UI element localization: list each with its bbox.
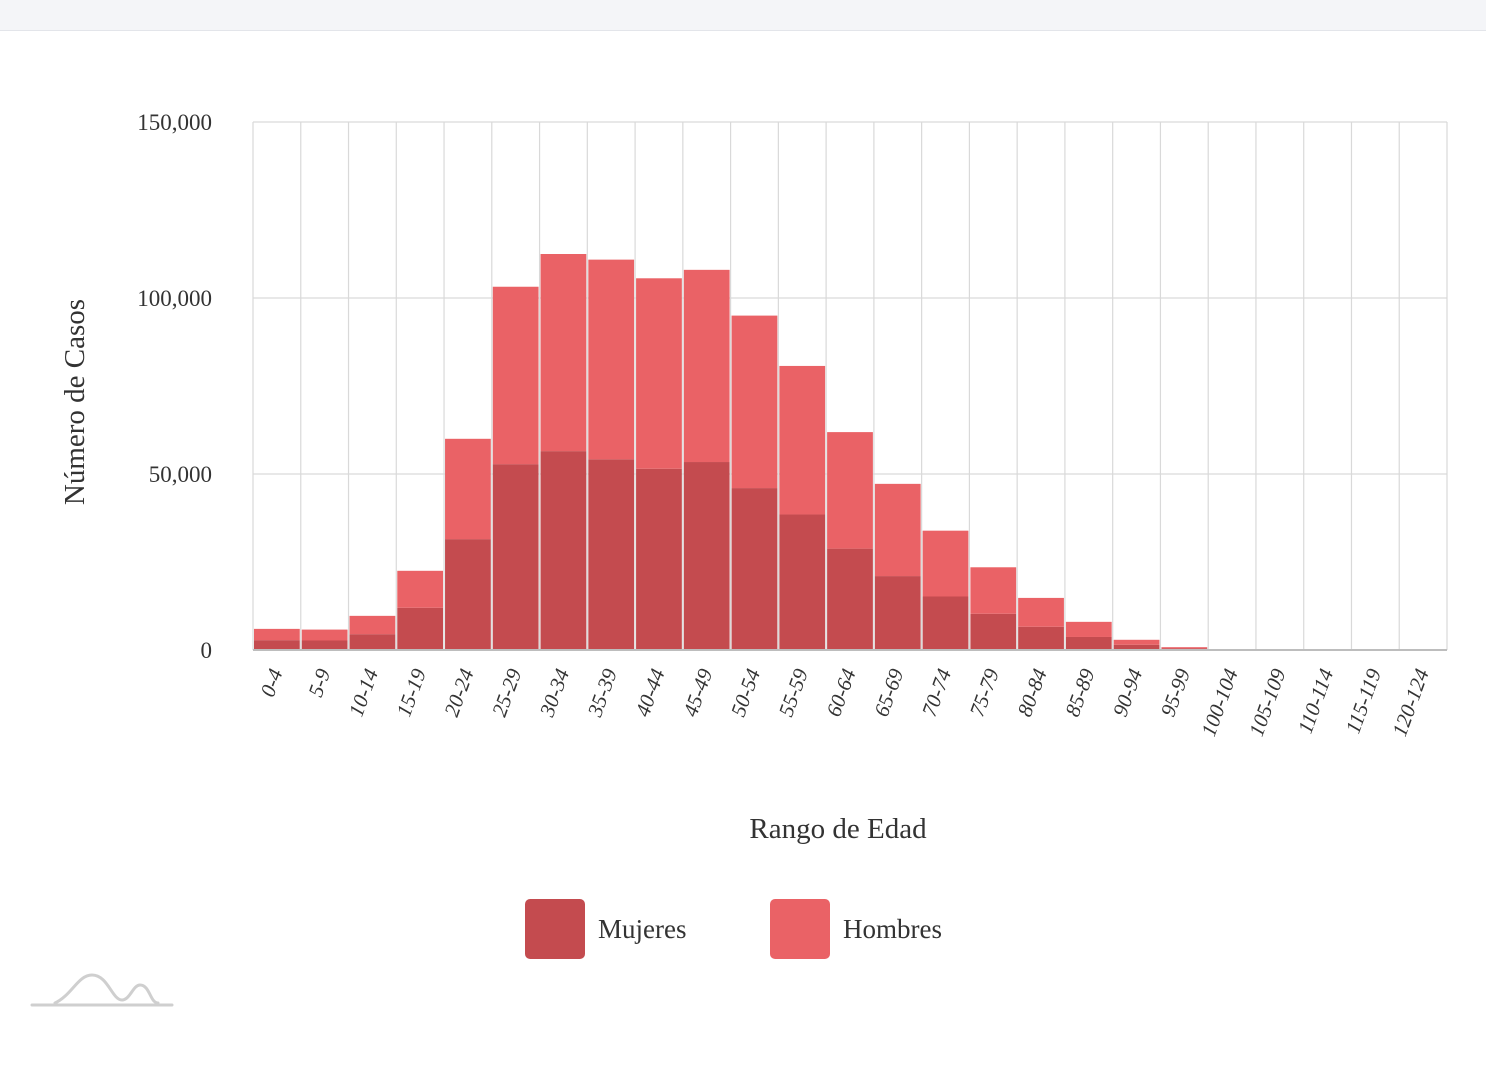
x-tick-label: 30-34 <box>534 665 574 721</box>
bar-hombres-5-9[interactable] <box>302 630 348 641</box>
bar-hombres-70-74[interactable] <box>923 531 969 597</box>
x-tick-label: 15-19 <box>392 665 431 720</box>
y-tick-label: 150,000 <box>137 110 212 135</box>
bar-mujeres-75-79[interactable] <box>970 614 1016 650</box>
x-tick-label: 80-84 <box>1012 665 1051 720</box>
legend-swatch-mujeres <box>525 899 585 959</box>
bar-hombres-0-4[interactable] <box>254 629 300 640</box>
bar-mujeres-45-49[interactable] <box>684 462 730 650</box>
legend-swatch-hombres <box>770 899 830 959</box>
bar-hombres-65-69[interactable] <box>875 484 921 576</box>
bar-mujeres-40-44[interactable] <box>636 469 682 650</box>
bar-mujeres-55-59[interactable] <box>779 514 825 650</box>
bar-hombres-95-99[interactable] <box>1161 647 1207 648</box>
bar-hombres-30-34[interactable] <box>541 254 587 451</box>
x-tick-label: 35-39 <box>582 665 622 721</box>
x-tick-label: 20-24 <box>439 665 478 720</box>
x-tick-label: 95-99 <box>1156 665 1195 720</box>
bar-hombres-40-44[interactable] <box>636 278 682 468</box>
bar-mujeres-50-54[interactable] <box>732 488 778 650</box>
bar-mujeres-70-74[interactable] <box>923 596 969 650</box>
bar-mujeres-20-24[interactable] <box>445 539 491 650</box>
x-tick-label: 65-69 <box>869 665 908 720</box>
x-tick-label: 115-119 <box>1341 665 1387 737</box>
y-tick-label: 50,000 <box>149 462 212 487</box>
x-tick-label: 25-29 <box>487 665 526 720</box>
bar-hombres-35-39[interactable] <box>588 260 634 460</box>
bar-mujeres-60-64[interactable] <box>827 549 873 650</box>
bar-mujeres-10-14[interactable] <box>350 634 396 650</box>
bar-mujeres-80-84[interactable] <box>1018 627 1064 650</box>
bar-mujeres-35-39[interactable] <box>588 459 634 650</box>
bar-hombres-90-94[interactable] <box>1114 640 1160 645</box>
legend-label-mujeres: Mujeres <box>598 914 686 944</box>
bar-mujeres-25-29[interactable] <box>493 464 539 650</box>
bar-hombres-60-64[interactable] <box>827 432 873 549</box>
bar-hombres-75-79[interactable] <box>970 567 1016 613</box>
bar-mujeres-0-4[interactable] <box>254 640 300 650</box>
bar-hombres-50-54[interactable] <box>732 316 778 488</box>
y-axis-title: Número de Casos <box>59 299 91 505</box>
bar-mujeres-30-34[interactable] <box>541 451 587 650</box>
bar-hombres-10-14[interactable] <box>350 616 396 634</box>
x-tick-label: 10-14 <box>344 665 383 720</box>
bar-mujeres-15-19[interactable] <box>397 608 443 650</box>
x-tick-label: 90-94 <box>1108 665 1147 720</box>
x-tick-label: 120-124 <box>1387 665 1434 739</box>
x-tick-label: 100-104 <box>1196 665 1243 739</box>
y-tick-label: 100,000 <box>137 286 212 311</box>
x-tick-label: 60-64 <box>821 665 860 720</box>
x-tick-label: 40-44 <box>630 665 669 720</box>
legend: Mujeres Hombres <box>525 899 942 959</box>
bar-hombres-55-59[interactable] <box>779 366 825 515</box>
x-tick-label: 70-74 <box>917 665 956 720</box>
x-tick-label: 45-49 <box>678 665 717 720</box>
bar-hombres-15-19[interactable] <box>397 571 443 608</box>
x-tick-label: 5-9 <box>303 665 335 700</box>
bar-mujeres-5-9[interactable] <box>302 640 348 650</box>
x-tick-label: 55-59 <box>774 665 813 720</box>
mountain-logo-icon <box>32 975 172 1005</box>
x-tick-label: 110-114 <box>1293 665 1339 737</box>
x-tick-label: 105-109 <box>1244 665 1291 739</box>
x-tick-label: 75-79 <box>965 665 1004 720</box>
y-tick-label: 0 <box>201 638 213 663</box>
x-axis-title: Rango de Edad <box>749 813 927 845</box>
bar-hombres-20-24[interactable] <box>445 439 491 539</box>
legend-item-hombres[interactable]: Hombres <box>770 899 942 959</box>
bar-hombres-85-89[interactable] <box>1066 622 1112 637</box>
x-tick-label: 0-4 <box>255 665 287 700</box>
bar-mujeres-65-69[interactable] <box>875 576 921 650</box>
bars <box>254 254 1446 650</box>
legend-item-mujeres[interactable]: Mujeres <box>525 899 686 959</box>
x-tick-label: 85-89 <box>1060 665 1099 720</box>
bar-mujeres-85-89[interactable] <box>1066 637 1112 650</box>
legend-label-hombres: Hombres <box>843 914 942 944</box>
bar-hombres-45-49[interactable] <box>684 270 730 462</box>
x-tick-label: 50-54 <box>726 665 765 720</box>
bar-hombres-80-84[interactable] <box>1018 598 1064 627</box>
bar-hombres-25-29[interactable] <box>493 287 539 464</box>
